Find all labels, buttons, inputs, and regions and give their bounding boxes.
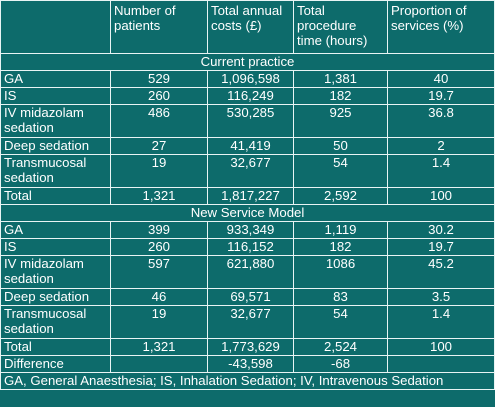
cell-patients: 19: [110, 154, 208, 188]
cell-proportion: 19.7: [387, 87, 495, 105]
table-row: IS 260 116,249 182 19.7: [0, 87, 495, 105]
table-row: GA 529 1,096,598 1,381 40: [0, 70, 495, 88]
table-row: IS 260 116,152 182 19.7: [0, 238, 495, 256]
header-row: Number of patients Total annual costs (£…: [0, 0, 495, 54]
cell-proportion: 1.4: [387, 305, 495, 339]
cell-patients: 1,321: [110, 187, 208, 205]
row-label: GA: [0, 70, 111, 88]
cell-patients: 529: [110, 70, 208, 88]
cell-proportion: 1.4: [387, 154, 495, 188]
cell-patients: 399: [110, 221, 208, 239]
cell-costs: 41,419: [207, 137, 294, 155]
cell-costs: 1,096,598: [207, 70, 294, 88]
cell-proportion: 40: [387, 70, 495, 88]
cell-proportion: 36.8: [387, 104, 495, 138]
row-label: IV midazolam sedation: [0, 255, 111, 289]
header-patients: Number of patients: [110, 0, 208, 54]
cell-proportion: 100: [387, 187, 495, 205]
cell-proportion: 19.7: [387, 238, 495, 256]
cell-time: 54: [293, 305, 388, 339]
row-label: IV midazolam sedation: [0, 104, 111, 138]
row-label: IS: [0, 238, 111, 256]
table-row: IV midazolam sedation 486 530,285 925 36…: [0, 104, 495, 138]
row-label: Deep sedation: [0, 288, 111, 306]
row-label: Transmucosal sedation: [0, 305, 111, 339]
cell-patients: 27: [110, 137, 208, 155]
cell-costs: -43,598: [207, 355, 294, 373]
cell-time: 182: [293, 87, 388, 105]
cell-costs: 933,349: [207, 221, 294, 239]
cell-proportion: 2: [387, 137, 495, 155]
section-row-current-practice: Current practice: [0, 53, 495, 71]
cell-time: 1,119: [293, 221, 388, 239]
cell-time: 925: [293, 104, 388, 138]
cell-costs: 1,773,629: [207, 338, 294, 356]
cell-time: 54: [293, 154, 388, 188]
cost-comparison-table: Number of patients Total annual costs (£…: [0, 0, 495, 390]
footnote: GA, General Anaesthesia; IS, Inhalation …: [0, 372, 495, 390]
header-costs: Total annual costs (£): [207, 0, 294, 54]
header-blank: [0, 0, 111, 54]
row-label: GA: [0, 221, 111, 239]
difference-row: Difference -43,598 -68: [0, 355, 495, 373]
cell-proportion: 30.2: [387, 221, 495, 239]
cell-patients: 597: [110, 255, 208, 289]
cell-patients: 1,321: [110, 338, 208, 356]
cell-patients: 260: [110, 87, 208, 105]
cell-costs: 1,817,227: [207, 187, 294, 205]
row-label: Total: [0, 187, 111, 205]
header-time: Total procedure time (hours): [293, 0, 388, 54]
header-proportion: Proportion of services (%): [387, 0, 495, 54]
table-row: Transmucosal sedation 19 32,677 54 1.4: [0, 154, 495, 188]
cell-proportion: [387, 355, 495, 373]
cell-time: 182: [293, 238, 388, 256]
cell-patients: 19: [110, 305, 208, 339]
cell-costs: 621,880: [207, 255, 294, 289]
section-title: Current practice: [0, 53, 495, 71]
cell-time: -68: [293, 355, 388, 373]
cell-proportion: 45.2: [387, 255, 495, 289]
cell-time: 1086: [293, 255, 388, 289]
row-label: Deep sedation: [0, 137, 111, 155]
cell-costs: 116,152: [207, 238, 294, 256]
row-label: Difference: [0, 355, 111, 373]
cell-time: 83: [293, 288, 388, 306]
cell-time: 2,592: [293, 187, 388, 205]
table-row: IV midazolam sedation 597 621,880 1086 4…: [0, 255, 495, 289]
total-row: Total 1,321 1,817,227 2,592 100: [0, 187, 495, 205]
table-row: GA 399 933,349 1,119 30.2: [0, 221, 495, 239]
section-title: New Service Model: [0, 204, 495, 222]
cell-proportion: 3.5: [387, 288, 495, 306]
row-label: Transmucosal sedation: [0, 154, 111, 188]
cell-proportion: 100: [387, 338, 495, 356]
cell-costs: 32,677: [207, 154, 294, 188]
section-row-new-service-model: New Service Model: [0, 204, 495, 222]
cell-costs: 32,677: [207, 305, 294, 339]
cell-time: 2,524: [293, 338, 388, 356]
cell-time: 1,381: [293, 70, 388, 88]
row-label: IS: [0, 87, 111, 105]
cell-costs: 116,249: [207, 87, 294, 105]
table-row: Deep sedation 27 41,419 50 2: [0, 137, 495, 155]
cell-patients: [110, 355, 208, 373]
cell-time: 50: [293, 137, 388, 155]
row-label: Total: [0, 338, 111, 356]
cell-patients: 46: [110, 288, 208, 306]
cell-costs: 69,571: [207, 288, 294, 306]
cell-patients: 486: [110, 104, 208, 138]
footnote-row: GA, General Anaesthesia; IS, Inhalation …: [0, 372, 495, 390]
cell-costs: 530,285: [207, 104, 294, 138]
cell-patients: 260: [110, 238, 208, 256]
total-row: Total 1,321 1,773,629 2,524 100: [0, 338, 495, 356]
table-row: Transmucosal sedation 19 32,677 54 1.4: [0, 305, 495, 339]
table-row: Deep sedation 46 69,571 83 3.5: [0, 288, 495, 306]
